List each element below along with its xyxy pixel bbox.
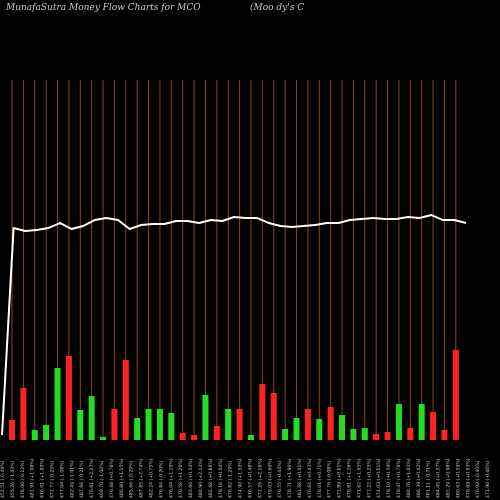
bar-2 [31,430,38,440]
bar-37 [430,412,437,440]
bar-35 [407,428,414,440]
tick-label-32: 478.01 (+0.71%) [317,458,323,498]
tick-label-41: 480.76 (+1.01%) [406,458,412,498]
chart-header: MunafaSutra Money Flow Charts for MCO (M… [0,0,500,20]
tick-label-10: 469.70 (-1.04%) [99,460,105,498]
bar-15 [179,433,186,440]
tick-label-6: 477.04 (-1.08%) [59,460,65,498]
bar-33 [384,432,391,440]
tick-label-9: 476.81 (+2.27%) [89,458,95,498]
tick-label-46: 480.63 (+0.59%) [455,458,461,498]
tick-label-40: 479.47 (+0.76%) [396,458,402,498]
bar-6 [77,410,84,440]
tick-label-48: 476.92 (-0.40%) [475,460,481,498]
tick-label-13: 485.66 (-0.29%) [129,460,135,498]
bar-34 [395,404,402,440]
chart-company-name: (Moo dy's C [250,3,305,13]
bar-30 [350,429,357,440]
bar-17 [202,395,209,440]
tick-label-35: 476.81 (+1.26%) [347,458,353,498]
bar-19 [225,409,232,440]
bar-31 [361,428,368,440]
tick-label-22: 478.16 (+0.04%) [218,458,224,498]
bar-11 [134,418,141,440]
bar-20 [236,409,243,440]
price-line-layer [1,214,467,436]
tick-label-25: 476.57 (+0.48%) [248,458,254,498]
bar-36 [418,404,425,440]
tick-label-7: 482.49 (-1.01%) [69,460,75,498]
bar-4 [54,368,61,440]
tick-label-36: 471.62 (+1.05%) [356,458,362,498]
tick-label-2: 478.06 (-0.12%) [20,460,26,498]
tick-label-33: 477.76 (-0.08%) [327,460,333,498]
bar-9 [111,409,118,440]
tick-label-45: 483.29 (+0.98%) [446,458,452,498]
tick-label-29: 478.71 (+1.96%) [287,458,293,498]
tick-label-18: 470.58 (+1.26%) [178,458,184,498]
bar-26 [304,409,311,440]
tick-label-1: 455.26 (-1.43%) [10,460,16,498]
tick-label-11: 476.48 (+0.78%) [109,458,115,498]
bar-32 [373,434,380,440]
tick-label-44: 484.45 (+0.57%) [436,458,442,498]
tick-label-5: 472.77 (-0.23%) [50,460,56,498]
tick-label-12: 486.80 (+1.15%) [119,458,125,498]
tick-label-28: 476.55 (-0.44%) [277,460,283,498]
bar-39 [452,350,459,440]
tick-label-14: 487.85 (+2.74%) [139,458,145,498]
tick-label-8: 487.66 (-0.21%) [79,460,85,498]
tick-label-3: 481.91 (+1.08%) [30,458,36,498]
bar-12 [145,409,152,440]
tick-label-34: 473.89 (+0.61%) [337,458,343,498]
tick-label-30: 481.68 (+0.91%) [297,458,303,498]
tick-label-27: 479.03 (+0.60%) [267,458,273,498]
tick-label-24: 474.90 (+1.50%) [238,458,244,498]
bar-13 [156,409,163,440]
tick-label-47: 479.69 (+0.93%) [465,458,471,498]
tick-label-31: 476.64 (+0.43%) [307,458,313,498]
price-line [1,214,467,436]
tick-label-20: 480.90 (+2.12%) [198,458,204,498]
tick-label-37: 473.22 (+0.25%) [366,458,372,498]
tick-label-19: 483.66 (+0.34%) [188,458,194,498]
bar-10 [122,360,129,440]
tick-label-26: 472.26 (+2.18%) [257,458,263,498]
bar-38 [441,430,448,440]
tick-label-49: 471.96 (-0.46%) [485,460,491,498]
chart-title: MunafaSutra Money Flow Charts for MCO [6,3,201,13]
bar-21 [247,435,254,440]
tick-label-4: 476.01 (+1.00%) [40,458,46,498]
tick-label-0: 452.51 (-0.49%) [0,460,6,498]
bar-24 [282,429,289,440]
bar-8 [100,437,107,440]
tick-label-16: 476.84 (-0.20%) [158,460,164,498]
bar-22 [259,384,266,440]
x-axis-tick-labels: 452.51 (-0.49%) 455.26 (-1.43%) 478.06 (-0… [0,458,491,498]
bar-3 [43,425,50,440]
bar-28 [327,407,334,440]
tick-label-39: 478.10 (+0.59%) [386,458,392,498]
grid-lines [11,80,457,440]
tick-label-43: 481.11 (-0.71%) [426,460,432,498]
bar-27 [316,419,323,440]
volume-bars [9,350,459,440]
bar-1 [20,388,27,440]
tick-label-38: 474.03 (+0.51%) [376,458,382,498]
tick-label-17: 476.04 (+1.10%) [168,458,174,498]
bar-16 [191,435,198,440]
bar-18 [213,426,220,440]
bar-23 [270,393,277,440]
bar-0 [9,420,15,440]
tick-label-23: 476.82 (-1.29%) [228,460,234,498]
tick-label-21: 482.68 (+0.86%) [208,458,214,498]
bar-29 [339,415,346,440]
tick-label-15: 482.24 (+0.75%) [149,458,155,498]
bar-7 [88,396,95,440]
bar-5 [65,356,72,440]
bar-25 [293,418,300,440]
tick-label-42: 486.39 (+0.42%) [416,458,422,498]
bar-14 [168,413,175,440]
